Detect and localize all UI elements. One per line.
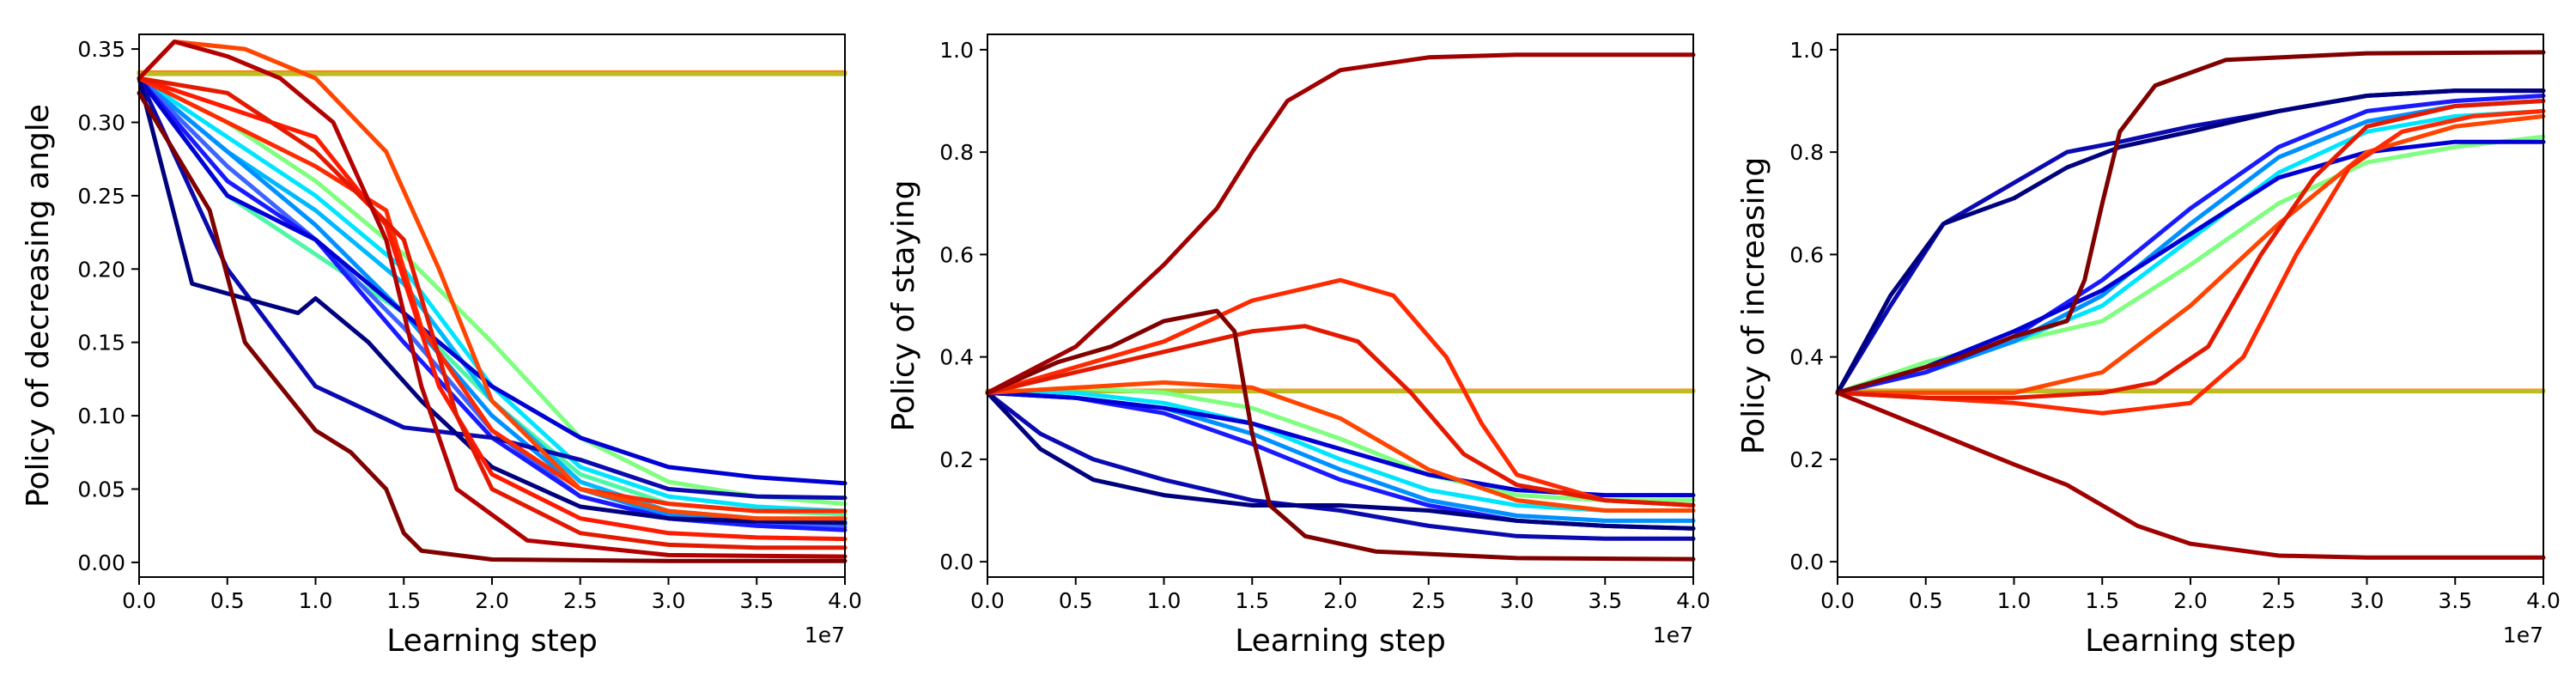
series-line bbox=[1835, 94, 2546, 395]
series-line bbox=[137, 76, 848, 486]
x-tick-label: 1.5 bbox=[2085, 588, 2119, 613]
x-offset-label: 1e7 bbox=[1653, 623, 1693, 647]
series-line bbox=[985, 390, 1696, 531]
x-tick-label: 1.5 bbox=[386, 588, 421, 613]
series-line bbox=[985, 52, 1696, 395]
x-tick-label: 4.0 bbox=[1676, 588, 1710, 613]
x-tick-label: 4.0 bbox=[828, 588, 862, 613]
x-tick-label: 2.5 bbox=[2262, 588, 2296, 613]
series-line bbox=[1835, 108, 2546, 395]
y-tick-label: 0.8 bbox=[939, 140, 974, 165]
y-tick-label: 0.00 bbox=[77, 550, 125, 575]
series-line bbox=[985, 308, 1696, 562]
y-tick-label: 0.0 bbox=[939, 550, 974, 575]
series-line bbox=[1835, 139, 2546, 395]
series-line bbox=[137, 76, 848, 507]
series-line bbox=[985, 385, 1696, 503]
x-tick-label: 1.5 bbox=[1235, 588, 1269, 613]
x-tick-label: 0.5 bbox=[1909, 588, 1943, 613]
x-tick-label: 1.0 bbox=[1147, 588, 1182, 613]
x-tick-label: 2.0 bbox=[475, 588, 509, 613]
series-line bbox=[137, 76, 848, 550]
x-tick-label: 3.5 bbox=[739, 588, 774, 613]
series-line bbox=[1835, 108, 2546, 416]
series-line bbox=[1835, 50, 2546, 395]
y-tick-label: 0.8 bbox=[1789, 140, 1824, 165]
x-tick-label: 1.0 bbox=[299, 588, 333, 613]
y-tick-label: 0.35 bbox=[77, 37, 125, 62]
series-line bbox=[137, 76, 848, 530]
series-line bbox=[1835, 390, 2546, 560]
y-tick-label: 0.2 bbox=[939, 447, 974, 472]
y-tick-label: 0.30 bbox=[77, 110, 125, 135]
chart-panel: 0.0 0.5 1.0 1.5 2.0 2.5 3.0 3.5 4.0 0.0 0.2 0.4 0.6 0… bbox=[886, 33, 1710, 659]
series-line bbox=[985, 380, 1696, 513]
x-tick-label: 0.0 bbox=[970, 588, 1005, 613]
x-tick-label: 3.5 bbox=[1588, 588, 1622, 613]
series-line bbox=[137, 76, 848, 517]
series-line bbox=[137, 90, 848, 563]
x-axis-label: Learning step bbox=[386, 623, 598, 659]
x-tick-label: 3.0 bbox=[2350, 588, 2385, 613]
y-tick-label: 0.0 bbox=[1789, 550, 1824, 575]
y-tick-label: 0.2 bbox=[1789, 447, 1824, 472]
chart-panel: 0.0 0.5 1.0 1.5 2.0 2.5 3.0 3.5 4.0 0.0 0.2 0.4 0.6 0… bbox=[1736, 33, 2561, 659]
x-tick-label: 0.5 bbox=[210, 588, 245, 613]
series-line bbox=[1835, 113, 2546, 395]
x-axis-label: Learning step bbox=[1235, 623, 1446, 659]
series-line bbox=[137, 40, 848, 521]
series-line bbox=[985, 277, 1696, 508]
x-tick-label: 0.0 bbox=[1820, 588, 1855, 613]
y-axis-label: Policy of staying bbox=[886, 179, 921, 431]
series-line bbox=[985, 390, 1696, 541]
x-tick-label: 2.5 bbox=[563, 588, 598, 613]
y-tick-label: 0.10 bbox=[77, 404, 125, 429]
x-tick-label: 1.0 bbox=[1997, 588, 2032, 613]
y-tick-label: 0.25 bbox=[77, 184, 125, 209]
x-tick-label: 0.0 bbox=[122, 588, 156, 613]
y-tick-label: 1.0 bbox=[1789, 38, 1824, 63]
series-line bbox=[137, 76, 848, 526]
x-tick-label: 0.5 bbox=[1059, 588, 1093, 613]
chart-panel: 0.0 0.5 1.0 1.5 2.0 2.5 3.0 3.5 4.0 0.00 0.05 0.10 0… bbox=[21, 33, 862, 659]
series-line bbox=[137, 40, 848, 559]
x-tick-label: 4.0 bbox=[2526, 588, 2561, 613]
x-tick-label: 2.0 bbox=[1323, 588, 1358, 613]
x-tick-label: 3.5 bbox=[2438, 588, 2472, 613]
y-tick-label: 0.20 bbox=[77, 257, 125, 282]
series-line bbox=[137, 76, 848, 501]
series-line bbox=[1835, 99, 2546, 400]
series-line bbox=[1835, 134, 2546, 395]
y-tick-label: 0.6 bbox=[1789, 242, 1824, 267]
series-line bbox=[985, 324, 1696, 508]
y-tick-label: 0.4 bbox=[939, 345, 974, 370]
series-line bbox=[1835, 88, 2546, 395]
y-tick-label: 0.05 bbox=[77, 477, 125, 502]
series-line bbox=[137, 76, 848, 532]
y-tick-label: 1.0 bbox=[939, 38, 974, 63]
x-tick-label: 3.0 bbox=[1500, 588, 1534, 613]
series-line bbox=[137, 76, 848, 526]
x-offset-label: 1e7 bbox=[2503, 623, 2543, 647]
y-tick-label: 0.6 bbox=[939, 242, 974, 267]
series-line bbox=[137, 76, 848, 514]
y-tick-label: 0.15 bbox=[77, 331, 125, 356]
y-tick-label: 0.4 bbox=[1789, 345, 1824, 370]
x-axis-label: Learning step bbox=[2085, 623, 2296, 659]
x-tick-label: 3.0 bbox=[652, 588, 686, 613]
series-line bbox=[985, 390, 1696, 523]
x-tick-label: 2.5 bbox=[1412, 588, 1446, 613]
x-offset-label: 1e7 bbox=[805, 623, 845, 647]
x-tick-label: 2.0 bbox=[2173, 588, 2208, 613]
y-axis-label: Policy of increasing bbox=[1736, 157, 1771, 454]
y-axis-label: Policy of decreasing angle bbox=[21, 104, 56, 508]
